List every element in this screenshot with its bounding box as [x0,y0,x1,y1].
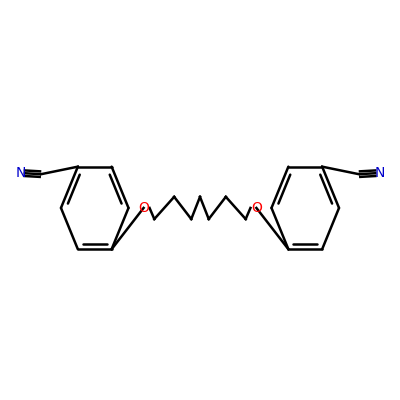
Text: O: O [138,201,149,215]
Text: O: O [251,201,262,215]
Text: N: N [15,166,26,180]
Text: N: N [374,166,385,180]
